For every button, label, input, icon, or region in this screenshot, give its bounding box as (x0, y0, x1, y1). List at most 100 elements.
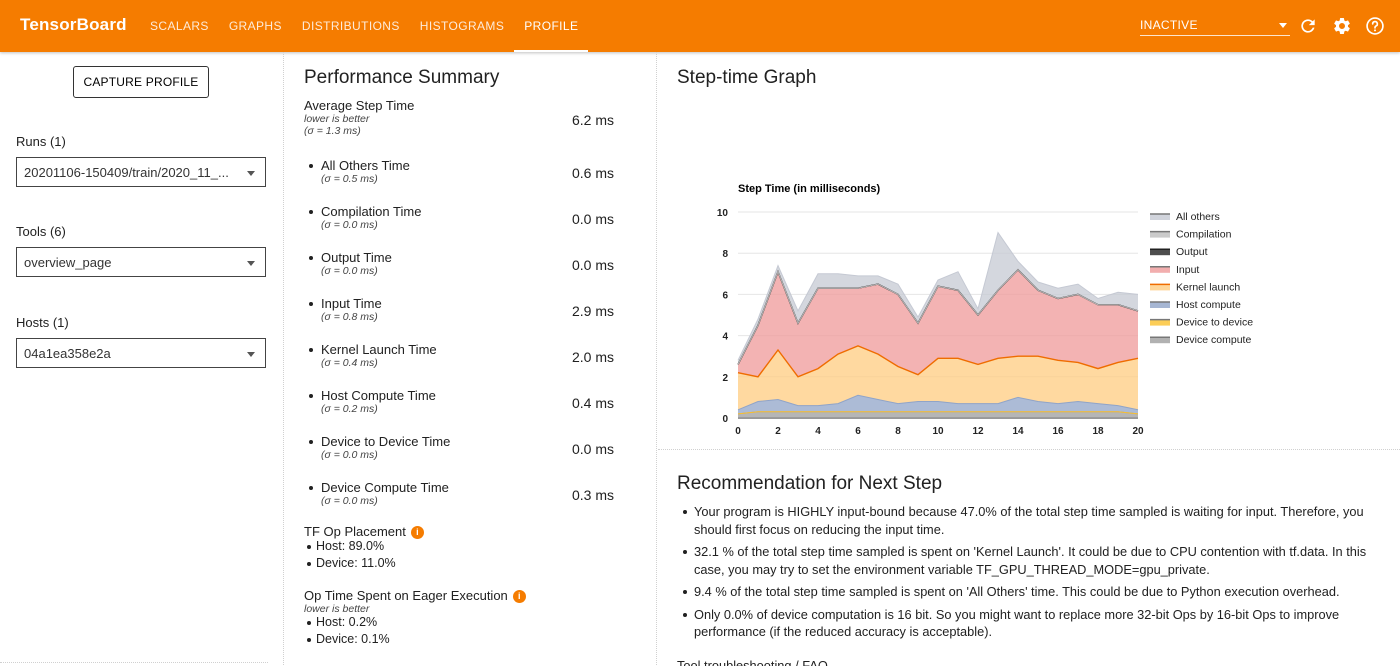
legend-swatch (1150, 214, 1170, 220)
chart-title: Step Time (in milliseconds) (738, 183, 881, 195)
eager-title: Op Time Spent on Eager Execution i (304, 588, 624, 603)
legend-label: Input (1176, 264, 1199, 276)
metric-sigma: (σ = 0.2 ms) (321, 403, 378, 415)
metric-name: Average Step Time (304, 98, 415, 113)
metric-value: 6.2 ms (571, 112, 614, 128)
area-device-compute (738, 411, 1138, 418)
legend-label: Compilation (1176, 229, 1232, 241)
tab-histograms[interactable]: HISTOGRAMS (419, 19, 505, 33)
placement-host: Host: 89.0% (304, 539, 624, 556)
eager-note: lower is better (304, 603, 370, 615)
x-tick-label: 0 (735, 426, 741, 437)
step-time-chart[interactable]: Step Time (in milliseconds) 0 2 4 6 8 10 0 2 4 6 8 1… (658, 104, 1400, 450)
help-icon[interactable] (1365, 16, 1385, 36)
metric-sigma: (σ = 0.4 ms) (321, 357, 378, 369)
legend-swatch (1150, 231, 1170, 238)
metric-sigma: (σ = 0.8 ms) (321, 311, 378, 323)
metric-value: 0.3 ms (571, 487, 614, 503)
recommendation-list: Your program is HIGHLY input-bound becau… (682, 503, 1387, 646)
runs-select-value: 20201106-150409/train/2020_11_... (24, 165, 229, 180)
bullet (309, 302, 313, 306)
metric-name: Compilation Time (321, 204, 422, 219)
inactive-dropdown-label: INACTIVE (1140, 18, 1198, 32)
bullet (309, 394, 313, 398)
metric-value: 0.0 ms (571, 211, 614, 227)
y-tick-label: 2 (722, 373, 728, 384)
x-tick-label: 8 (895, 426, 901, 437)
tab-scalars[interactable]: SCALARS (150, 19, 209, 33)
legend-label: Host compute (1176, 299, 1241, 311)
metric-sigma: (σ = 0.0 ms) (321, 265, 378, 277)
area-host-compute (738, 395, 1138, 414)
tools-select[interactable]: overview_page (16, 247, 266, 277)
hosts-select[interactable]: 04a1ea358e2a (16, 338, 266, 368)
info-icon[interactable]: i (410, 526, 424, 539)
eager-list: Host: 0.2% Device: 0.1% (304, 615, 624, 649)
legend-swatch (1150, 249, 1170, 256)
troubleshooting-heading: Tool troubleshooting / FAQ (677, 658, 828, 666)
divider (0, 662, 268, 663)
runs-label: Runs (1) (16, 134, 66, 149)
bullet (309, 486, 313, 490)
x-tick-label: 14 (1012, 426, 1024, 437)
recommendation-item: Only 0.0% of device computation is 16 bi… (682, 606, 1387, 641)
hosts-label: Hosts (1) (16, 315, 69, 330)
inactive-plugins-dropdown[interactable]: INACTIVE (1140, 14, 1290, 36)
host-compute-time: Host Compute Time (σ = 0.2 ms) 0.4 ms (304, 388, 624, 415)
chevron-down-icon (247, 261, 255, 266)
step-time-graph-panel: Step-time Graph Step Time (in millisecon… (658, 52, 1400, 450)
tools-select-value: overview_page (24, 255, 112, 270)
legend-label: Device compute (1176, 334, 1251, 346)
line-device-to-device (737, 411, 1139, 415)
metric-name: All Others Time (321, 158, 410, 173)
recommendation-item: 9.4 % of the total step time sampled is … (682, 583, 1387, 601)
metric-note: lower is better (304, 113, 370, 125)
area-kernel-launch (738, 345, 1138, 410)
metric-sigma: (σ = 1.3 ms) (304, 125, 361, 137)
input-time: Input Time (σ = 0.8 ms) 2.9 ms (304, 296, 624, 323)
refresh-icon[interactable] (1298, 16, 1318, 36)
placement-title-text: TF Op Placement (304, 524, 406, 539)
x-tick-label: 20 (1132, 426, 1144, 437)
profile-sidebar: CAPTURE PROFILE Runs (1) 20201106-150409… (0, 52, 284, 665)
capture-profile-button[interactable]: CAPTURE PROFILE (73, 66, 209, 98)
x-tick-label: 4 (815, 426, 821, 437)
all-others-time: All Others Time (σ = 0.5 ms) 0.6 ms (304, 158, 624, 185)
legend-swatch (1150, 319, 1170, 326)
performance-summary-panel: Performance Summary Average Step Time lo… (285, 52, 657, 665)
metric-value: 0.0 ms (571, 257, 614, 273)
tab-graphs[interactable]: GRAPHS (228, 19, 282, 33)
metric-sigma: (σ = 0.0 ms) (321, 495, 378, 507)
y-tick-label: 8 (722, 249, 728, 260)
output-time: Output Time (σ = 0.0 ms) 0.0 ms (304, 250, 624, 277)
y-tick-label: 10 (717, 208, 729, 219)
line-host-compute (737, 394, 1139, 411)
runs-select[interactable]: 20201106-150409/train/2020_11_... (16, 157, 266, 187)
metric-name: Output Time (321, 250, 392, 265)
tab-distributions[interactable]: DISTRIBUTIONS (301, 19, 400, 33)
bullet (309, 440, 313, 444)
placement-title: TF Op Placement i (304, 524, 624, 539)
metric-value: 2.0 ms (571, 349, 614, 365)
performance-summary-title: Performance Summary (304, 67, 500, 88)
tab-profile[interactable]: PROFILE (514, 0, 589, 52)
chevron-down-icon (1279, 23, 1287, 28)
metric-value: 0.4 ms (571, 395, 614, 411)
bullet (309, 210, 313, 214)
placement-list: Host: 89.0% Device: 11.0% (304, 539, 624, 573)
info-icon[interactable]: i (512, 590, 526, 603)
x-tick-label: 12 (972, 426, 984, 437)
chevron-down-icon (247, 352, 255, 357)
hosts-select-value: 04a1ea358e2a (24, 346, 111, 361)
metric-value: 0.0 ms (571, 441, 614, 457)
recommendation-title: Recommendation for Next Step (677, 473, 943, 494)
metric-sigma: (σ = 0.0 ms) (321, 449, 378, 461)
metric-name: Host Compute Time (321, 388, 436, 403)
kernel-launch-time: Kernel Launch Time (σ = 0.4 ms) 2.0 ms (304, 342, 624, 369)
eager-device: Device: 0.1% (304, 632, 624, 649)
legend-swatch (1150, 266, 1170, 273)
y-tick-label: 0 (722, 414, 728, 425)
settings-icon[interactable] (1332, 16, 1352, 36)
line-compilation (737, 268, 1139, 365)
metric-value: 2.9 ms (571, 303, 614, 319)
